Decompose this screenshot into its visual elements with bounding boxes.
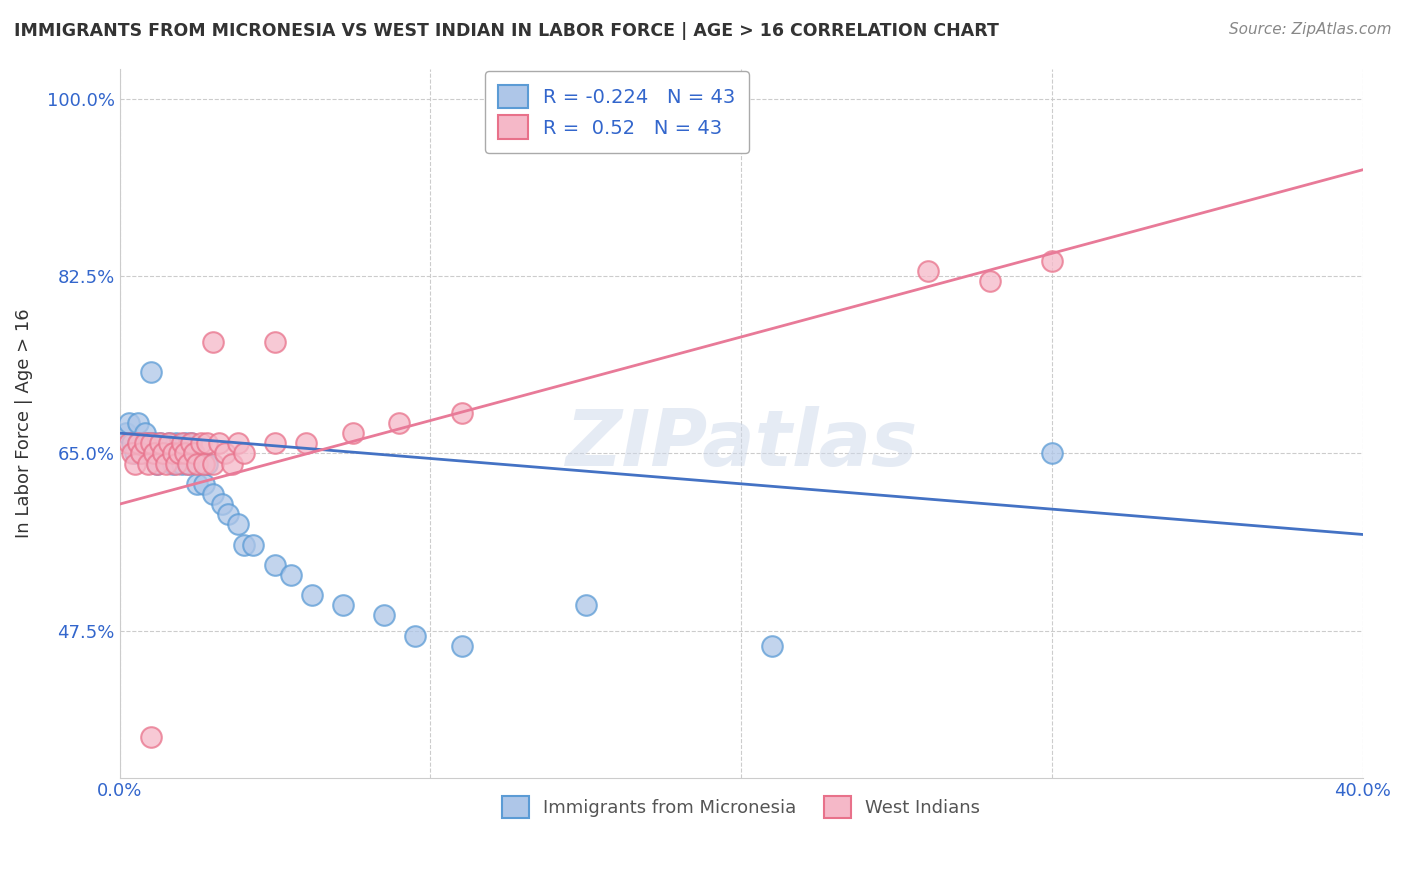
Point — [142, 446, 165, 460]
Point — [139, 436, 162, 450]
Point — [136, 436, 159, 450]
Point — [155, 446, 177, 460]
Point — [149, 436, 172, 450]
Point — [162, 446, 184, 460]
Point — [134, 436, 156, 450]
Point — [295, 436, 318, 450]
Point — [233, 538, 256, 552]
Point — [142, 436, 165, 450]
Point — [167, 446, 190, 460]
Point — [201, 334, 224, 349]
Point — [155, 457, 177, 471]
Point — [193, 457, 215, 471]
Point — [226, 436, 249, 450]
Point — [242, 538, 264, 552]
Point — [264, 334, 287, 349]
Point — [404, 629, 426, 643]
Point — [195, 457, 218, 471]
Point — [761, 639, 783, 653]
Text: ZIPatlas: ZIPatlas — [565, 407, 917, 483]
Point — [180, 436, 202, 450]
Point — [201, 457, 224, 471]
Point — [575, 599, 598, 613]
Point — [332, 599, 354, 613]
Point — [180, 436, 202, 450]
Point — [1040, 446, 1063, 460]
Point — [1040, 254, 1063, 268]
Point — [208, 436, 231, 450]
Point — [170, 436, 193, 450]
Point — [979, 274, 1001, 288]
Point — [214, 446, 236, 460]
Point — [917, 264, 939, 278]
Point — [139, 730, 162, 744]
Point — [373, 608, 395, 623]
Point — [195, 436, 218, 450]
Point — [118, 416, 141, 430]
Point — [139, 365, 162, 379]
Point — [174, 436, 197, 450]
Point — [221, 457, 243, 471]
Text: Source: ZipAtlas.com: Source: ZipAtlas.com — [1229, 22, 1392, 37]
Point — [226, 517, 249, 532]
Point — [127, 416, 149, 430]
Point — [121, 436, 143, 450]
Point — [136, 457, 159, 471]
Point — [162, 457, 184, 471]
Point — [301, 588, 323, 602]
Point — [127, 436, 149, 450]
Point — [218, 507, 240, 521]
Point — [131, 446, 153, 460]
Point — [146, 457, 169, 471]
Point — [139, 446, 162, 460]
Point — [124, 446, 146, 460]
Point — [174, 446, 197, 460]
Point — [193, 476, 215, 491]
Point — [152, 446, 174, 460]
Point — [152, 446, 174, 460]
Point — [264, 436, 287, 450]
Point — [146, 457, 169, 471]
Point — [115, 426, 138, 441]
Point — [183, 446, 205, 460]
Point — [159, 436, 181, 450]
Point — [450, 639, 472, 653]
Point — [165, 436, 187, 450]
Text: IMMIGRANTS FROM MICRONESIA VS WEST INDIAN IN LABOR FORCE | AGE > 16 CORRELATION : IMMIGRANTS FROM MICRONESIA VS WEST INDIA… — [14, 22, 998, 40]
Point — [201, 487, 224, 501]
Point — [121, 446, 143, 460]
Point — [190, 436, 212, 450]
Point — [159, 436, 181, 450]
Point — [134, 426, 156, 441]
Point — [167, 446, 190, 460]
Point — [388, 416, 411, 430]
Point — [131, 446, 153, 460]
Point — [450, 406, 472, 420]
Point — [280, 568, 302, 582]
Point — [149, 436, 172, 450]
Point — [177, 457, 200, 471]
Point — [342, 426, 364, 441]
Point — [186, 457, 208, 471]
Point — [170, 457, 193, 471]
Point — [186, 476, 208, 491]
Point — [127, 436, 149, 450]
Point — [177, 457, 200, 471]
Point — [124, 457, 146, 471]
Y-axis label: In Labor Force | Age > 16: In Labor Force | Age > 16 — [15, 309, 32, 538]
Point — [233, 446, 256, 460]
Point — [118, 436, 141, 450]
Point — [165, 457, 187, 471]
Legend: Immigrants from Micronesia, West Indians: Immigrants from Micronesia, West Indians — [495, 789, 987, 825]
Point — [264, 558, 287, 572]
Point — [211, 497, 233, 511]
